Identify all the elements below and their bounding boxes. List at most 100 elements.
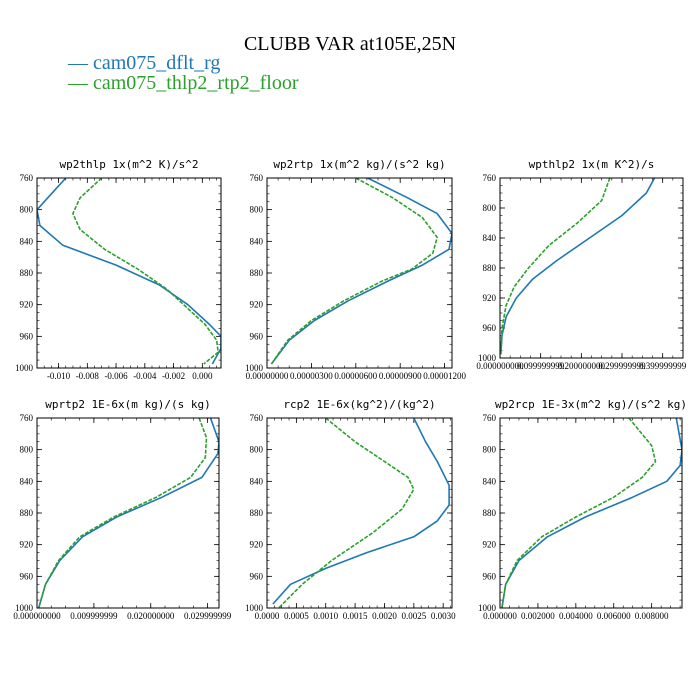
series-line-dflt [500, 178, 656, 355]
panel-title: wp2thlp 1x(m^2 K)/s^2 [59, 158, 198, 171]
y-tick-label: 760 [250, 413, 264, 423]
series-line-dflt [37, 178, 221, 365]
plot-frame [499, 417, 683, 609]
panel-title: wpthlp2 1x(m K^2)/s [529, 158, 655, 171]
y-tick-label: 760 [20, 173, 34, 183]
y-tick-label: 880 [483, 508, 497, 518]
panel-title: wp2rtp 1x(m^2 kg)/(s^2 kg) [273, 158, 445, 171]
y-tick-label: 920 [483, 293, 497, 303]
y-tick-label: 880 [250, 268, 264, 278]
legend-label-dflt: cam075_dflt_rg [93, 52, 220, 74]
legend: — cam075_dflt_rg — cam075_thlp2_rtp2_flo… [67, 52, 299, 94]
y-tick-label: 960 [250, 571, 264, 581]
x-tick-label: -0.010 [47, 371, 71, 381]
series-line-dflt [501, 418, 682, 608]
plot-frame [36, 417, 220, 609]
x-tick-label: 0.0030 [431, 611, 456, 621]
y-tick-label: 1000 [478, 353, 497, 363]
x-tick-label: 0.399999999 [639, 361, 687, 371]
y-tick-label: 800 [483, 445, 497, 455]
y-tick-label: 1000 [15, 363, 34, 373]
x-tick-label: 0.020000000 [127, 611, 175, 621]
plot-frame [36, 177, 222, 369]
y-tick-label: 760 [20, 413, 34, 423]
series-line-floor [278, 418, 415, 608]
legend-entry-floor: — cam075_thlp2_rtp2_floor [67, 72, 299, 94]
x-tick-label: 0.00000600 [334, 371, 377, 381]
panel-3: wpthlp2 1x(m K^2)/s 760 800 840 880 920 960 100… [476, 158, 686, 371]
x-tick-label: 0.009999999 [70, 611, 118, 621]
x-tick-label: 0.00000000 [246, 371, 289, 381]
x-tick-label: 0.002000 [521, 611, 555, 621]
y-tick-label: 960 [20, 571, 34, 581]
panel-title: wp2rcp 1E-3x(m^2 kg)/(s^2 kg) [495, 398, 687, 411]
y-tick-label: 920 [250, 540, 264, 550]
x-tick-label: 0.004000 [559, 611, 593, 621]
y-tick-label: 760 [250, 173, 264, 183]
y-tick-label: 840 [483, 476, 497, 486]
x-tick-label: 0.008000 [635, 611, 669, 621]
series-line-floor [500, 178, 611, 355]
y-tick-label: 920 [483, 540, 497, 550]
y-tick-label: 1000 [245, 603, 264, 613]
y-tick-label: 880 [250, 508, 264, 518]
x-tick-label: 0.000 [192, 371, 213, 381]
y-tick-label: 920 [20, 540, 34, 550]
panel-5: rcp2 1E-6x(kg^2)/(kg^2) 760 800 840 880 920 96… [245, 398, 456, 621]
y-tick-label: 960 [483, 323, 497, 333]
series-line-floor [501, 418, 657, 608]
series-line-floor [72, 178, 219, 365]
x-tick-label: 0.000000 [483, 611, 517, 621]
y-tick-label: 800 [20, 205, 34, 215]
y-tick-label: 920 [250, 300, 264, 310]
x-tick-label: 0.099999999 [517, 361, 565, 371]
y-tick-label: 800 [250, 205, 264, 215]
x-tick-label: -0.008 [76, 371, 100, 381]
series-line-dflt [270, 178, 452, 365]
series-line-floor [37, 418, 208, 608]
x-tick-label: 0.0020 [372, 611, 397, 621]
y-tick-label: 800 [483, 203, 497, 213]
panel-4: wprtp2 1E-6x(m kg)/(s kg) 760 800 840 880 920… [13, 398, 231, 621]
y-tick-label: 800 [20, 445, 34, 455]
panel-1: wp2thlp 1x(m^2 K)/s^2 760 800 840 880 920 960 1… [15, 158, 222, 381]
x-tick-label: 0.000000000 [476, 361, 524, 371]
x-tick-label: 0.200000000 [558, 361, 606, 371]
x-tick-label: 0.006000 [597, 611, 631, 621]
plot-frame [266, 177, 453, 369]
x-tick-label: 0.0010 [313, 611, 338, 621]
y-tick-label: 920 [20, 300, 34, 310]
y-tick-label: 840 [250, 236, 264, 246]
series-line-dflt [272, 418, 450, 605]
legend-label-floor: cam075_thlp2_rtp2_floor [93, 72, 299, 94]
y-tick-label: 960 [250, 331, 264, 341]
y-tick-label: 960 [483, 571, 497, 581]
x-tick-label: -0.004 [133, 371, 157, 381]
y-tick-label: 1000 [15, 603, 34, 613]
x-tick-label: 0.0025 [401, 611, 426, 621]
y-tick-label: 840 [20, 236, 34, 246]
y-tick-label: 880 [20, 268, 34, 278]
figure-title: CLUBB VAR at105E,25N [244, 33, 456, 55]
y-tick-label: 880 [483, 263, 497, 273]
y-tick-label: 960 [20, 331, 34, 341]
x-tick-label: 0.0000 [255, 611, 280, 621]
y-tick-label: 840 [483, 233, 497, 243]
x-tick-label: 0.0015 [343, 611, 368, 621]
y-tick-label: 1000 [478, 603, 497, 613]
x-tick-label: 0.00000300 [290, 371, 333, 381]
x-tick-label: -0.006 [104, 371, 128, 381]
y-tick-label: 840 [250, 476, 264, 486]
x-tick-label: 0.299999999 [598, 361, 646, 371]
y-tick-label: 800 [250, 445, 264, 455]
series-line-floor [270, 178, 439, 365]
y-tick-label: 760 [483, 413, 497, 423]
panel-title: wprtp2 1E-6x(m kg)/(s kg) [45, 398, 211, 411]
x-tick-label: -0.002 [162, 371, 185, 381]
y-tick-label: 840 [20, 476, 34, 486]
panel-grid: wp2thlp 1x(m^2 K)/s^2 760 800 840 880 920 960 1… [13, 158, 687, 621]
series-line-dflt [37, 418, 219, 608]
x-tick-label: 0.00000900 [379, 371, 422, 381]
x-tick-label: 0.029999999 [184, 611, 232, 621]
y-tick-label: 1000 [245, 363, 264, 373]
